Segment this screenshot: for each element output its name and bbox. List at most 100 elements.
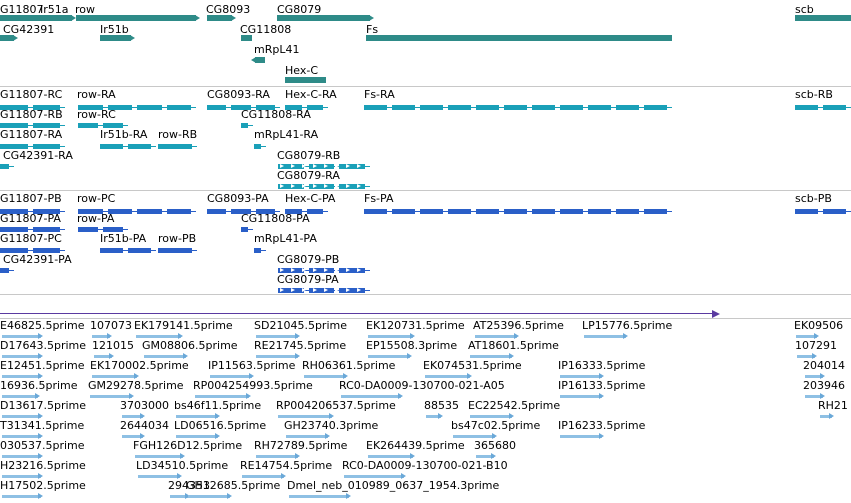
est-glyph[interactable] — [470, 355, 512, 358]
exon-glyph[interactable] — [278, 288, 304, 293]
exon-glyph[interactable] — [0, 227, 28, 232]
est-glyph[interactable] — [92, 335, 110, 338]
est-glyph[interactable] — [242, 475, 284, 478]
exon-glyph[interactable] — [166, 105, 191, 110]
est-glyph[interactable] — [2, 455, 41, 458]
exon-glyph[interactable] — [0, 123, 28, 128]
exon-glyph[interactable] — [241, 123, 248, 128]
est-glyph[interactable] — [278, 415, 332, 418]
exon-glyph[interactable] — [0, 105, 28, 110]
est-glyph[interactable] — [470, 415, 512, 418]
exon-glyph[interactable] — [128, 248, 151, 253]
exon-glyph[interactable] — [308, 268, 335, 273]
exon-glyph[interactable] — [504, 105, 527, 110]
exon-glyph[interactable] — [0, 144, 28, 149]
exon-glyph[interactable] — [364, 209, 387, 214]
exon-glyph[interactable] — [823, 209, 846, 214]
est-glyph[interactable] — [2, 435, 41, 438]
exon-glyph[interactable] — [103, 123, 123, 128]
exon-glyph[interactable] — [255, 209, 275, 214]
exon-glyph[interactable] — [448, 105, 471, 110]
exon-glyph[interactable] — [588, 209, 611, 214]
est-glyph[interactable] — [256, 355, 298, 358]
exon-glyph[interactable] — [364, 105, 387, 110]
est-glyph[interactable] — [796, 335, 817, 338]
exon-glyph[interactable] — [476, 105, 499, 110]
est-glyph[interactable] — [2, 475, 41, 478]
est-glyph[interactable] — [2, 395, 38, 398]
exon-glyph[interactable] — [278, 164, 304, 169]
exon-glyph[interactable] — [100, 144, 123, 149]
est-glyph[interactable] — [2, 335, 41, 338]
exon-glyph[interactable] — [254, 144, 261, 149]
exon-glyph[interactable] — [285, 105, 302, 110]
exon-glyph[interactable] — [158, 248, 192, 253]
est-glyph[interactable] — [820, 415, 832, 418]
gene-glyph[interactable] — [795, 15, 851, 21]
exon-glyph[interactable] — [32, 123, 60, 128]
est-glyph[interactable] — [135, 455, 183, 458]
est-glyph[interactable] — [368, 355, 410, 358]
exon-glyph[interactable] — [100, 248, 123, 253]
exon-glyph[interactable] — [278, 184, 304, 189]
gene-glyph[interactable] — [100, 35, 131, 41]
est-glyph[interactable] — [368, 455, 413, 458]
exon-glyph[interactable] — [420, 105, 443, 110]
exon-glyph[interactable] — [166, 209, 191, 214]
est-glyph[interactable] — [138, 475, 180, 478]
exon-glyph[interactable] — [78, 227, 98, 232]
est-glyph[interactable] — [92, 375, 137, 378]
est-glyph[interactable] — [344, 475, 404, 478]
exon-glyph[interactable] — [241, 227, 248, 232]
est-glyph[interactable] — [797, 355, 815, 358]
exon-glyph[interactable] — [78, 105, 103, 110]
exon-glyph[interactable] — [588, 105, 611, 110]
est-glyph[interactable] — [560, 435, 602, 438]
exon-glyph[interactable] — [207, 209, 227, 214]
est-glyph[interactable] — [2, 355, 41, 358]
gene-glyph[interactable] — [76, 15, 196, 21]
exon-glyph[interactable] — [504, 209, 527, 214]
exon-glyph[interactable] — [231, 105, 251, 110]
exon-glyph[interactable] — [795, 105, 818, 110]
exon-glyph[interactable] — [392, 105, 415, 110]
gene-glyph[interactable] — [0, 35, 14, 41]
exon-glyph[interactable] — [448, 209, 471, 214]
exon-glyph[interactable] — [107, 209, 132, 214]
exon-glyph[interactable] — [308, 184, 335, 189]
est-glyph[interactable] — [560, 375, 602, 378]
exon-glyph[interactable] — [0, 164, 9, 169]
est-glyph[interactable] — [176, 415, 218, 418]
gene-glyph[interactable] — [40, 15, 72, 21]
exon-glyph[interactable] — [32, 227, 60, 232]
est-glyph[interactable] — [426, 415, 441, 418]
est-glyph[interactable] — [188, 495, 230, 498]
est-glyph[interactable] — [304, 375, 346, 378]
exon-glyph[interactable] — [0, 248, 28, 253]
exon-glyph[interactable] — [823, 105, 846, 110]
est-glyph[interactable] — [453, 435, 495, 438]
exon-glyph[interactable] — [616, 105, 639, 110]
exon-glyph[interactable] — [32, 248, 60, 253]
exon-glyph[interactable] — [339, 184, 365, 189]
exon-glyph[interactable] — [476, 209, 499, 214]
exon-glyph[interactable] — [285, 209, 302, 214]
exon-glyph[interactable] — [0, 268, 9, 273]
gene-glyph[interactable] — [0, 15, 40, 21]
est-glyph[interactable] — [122, 415, 143, 418]
exon-glyph[interactable] — [78, 123, 98, 128]
est-glyph[interactable] — [2, 375, 41, 378]
est-glyph[interactable] — [136, 335, 181, 338]
est-glyph[interactable] — [256, 455, 298, 458]
est-glyph[interactable] — [425, 375, 470, 378]
gene-glyph[interactable] — [255, 57, 265, 63]
exon-glyph[interactable] — [308, 164, 335, 169]
exon-glyph[interactable] — [644, 105, 667, 110]
exon-glyph[interactable] — [306, 209, 323, 214]
gene-glyph[interactable] — [366, 35, 672, 41]
exon-glyph[interactable] — [306, 105, 323, 110]
exon-glyph[interactable] — [795, 209, 818, 214]
exon-glyph[interactable] — [32, 209, 60, 214]
gene-glyph[interactable] — [285, 77, 326, 83]
est-glyph[interactable] — [195, 395, 249, 398]
